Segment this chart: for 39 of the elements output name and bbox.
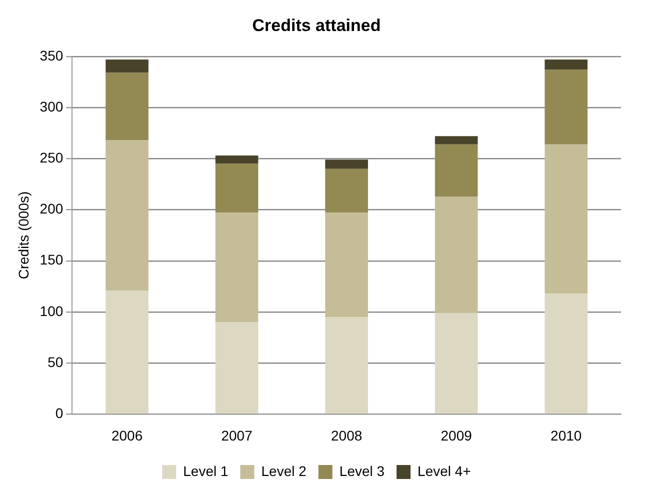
bar: [434, 312, 478, 414]
bar: [544, 144, 588, 294]
x-tick-label: 2010: [550, 427, 582, 444]
x-tick-label: 2009: [440, 427, 472, 444]
legend-label: Level 4+: [418, 462, 471, 479]
y-tick-label: 50: [48, 354, 64, 370]
bar: [544, 59, 588, 70]
x-tick-label: 2006: [111, 427, 143, 444]
y-tick-label: 300: [40, 98, 64, 114]
bar: [434, 136, 478, 144]
legend-label: Level 2: [261, 462, 307, 479]
y-tick-label: 350: [40, 47, 64, 64]
y-tick-label: 250: [40, 149, 64, 166]
bar: [106, 290, 148, 414]
bar: [215, 156, 258, 164]
y-tick-label: 100: [40, 302, 64, 319]
y-axis-title: Credits (000s): [15, 191, 32, 280]
bar: [215, 212, 258, 322]
y-tick-label: 200: [40, 200, 64, 217]
bar: [106, 72, 148, 140]
bar: [325, 160, 368, 169]
bar: [106, 59, 148, 73]
y-tick-label: 0: [55, 405, 64, 422]
bar: [434, 196, 478, 313]
x-tick-label: 2007: [221, 427, 253, 444]
bar: [215, 322, 258, 414]
y-tick-label: 150: [40, 252, 64, 268]
bar: [215, 164, 258, 213]
bar: [434, 144, 478, 196]
bar: [325, 168, 368, 213]
legend-label: Level 1: [183, 462, 228, 479]
x-tick-label: 2008: [331, 427, 362, 444]
bar: [106, 140, 148, 291]
legend-label: Level 3: [339, 462, 385, 479]
bar: [325, 317, 368, 414]
bar: [544, 294, 588, 414]
bar: [544, 70, 588, 144]
chart-title: Credits attained: [252, 16, 381, 35]
bar: [325, 212, 368, 318]
